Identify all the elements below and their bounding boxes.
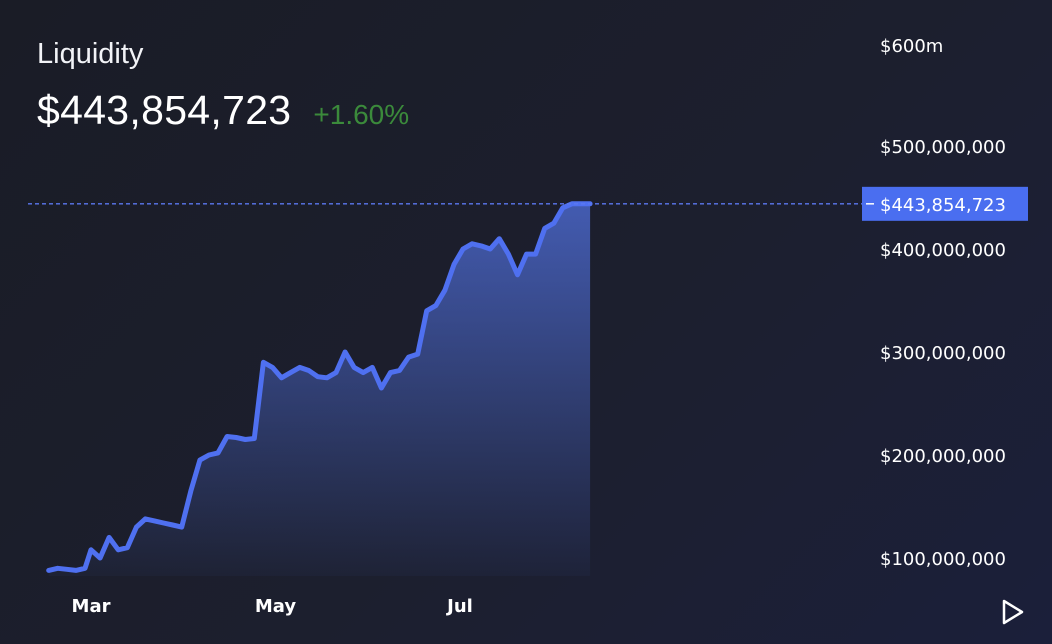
metric-value-row: $443,854,723 +1.60%: [37, 87, 409, 134]
price-tag: [862, 186, 1028, 221]
metric-title: Liquidity: [37, 38, 144, 70]
y-axis: $100,000,000 $200,000,000 $300,000,000 $400…: [880, 36, 1006, 570]
y-tick-label: $600m: [880, 36, 943, 57]
x-axis: Mar May Jul: [72, 596, 473, 617]
y-tick-label: $500,000,000: [880, 137, 1006, 158]
y-tick-label: $100,000,000: [880, 549, 1006, 570]
metric-value: $443,854,723: [37, 87, 292, 133]
y-tick-label: $300,000,000: [880, 343, 1006, 364]
metric-header: Liquidity $443,854,723 +1.60%: [37, 38, 409, 134]
metric-change: +1.60%: [313, 99, 410, 130]
play-button[interactable]: [998, 597, 1028, 627]
series-area: [48, 203, 591, 577]
play-icon: [1002, 599, 1024, 625]
x-tick-label: Mar: [72, 596, 111, 617]
series-line: [46, 201, 593, 573]
y-tick-label: $200,000,000: [880, 446, 1006, 467]
crosshair: $443,854,723: [28, 186, 1028, 221]
x-tick-label: May: [255, 596, 297, 617]
price-tag-label: $443,854,723: [880, 195, 1006, 216]
x-tick-label: Jul: [445, 596, 473, 617]
y-tick-label: $400,000,000: [880, 240, 1006, 261]
